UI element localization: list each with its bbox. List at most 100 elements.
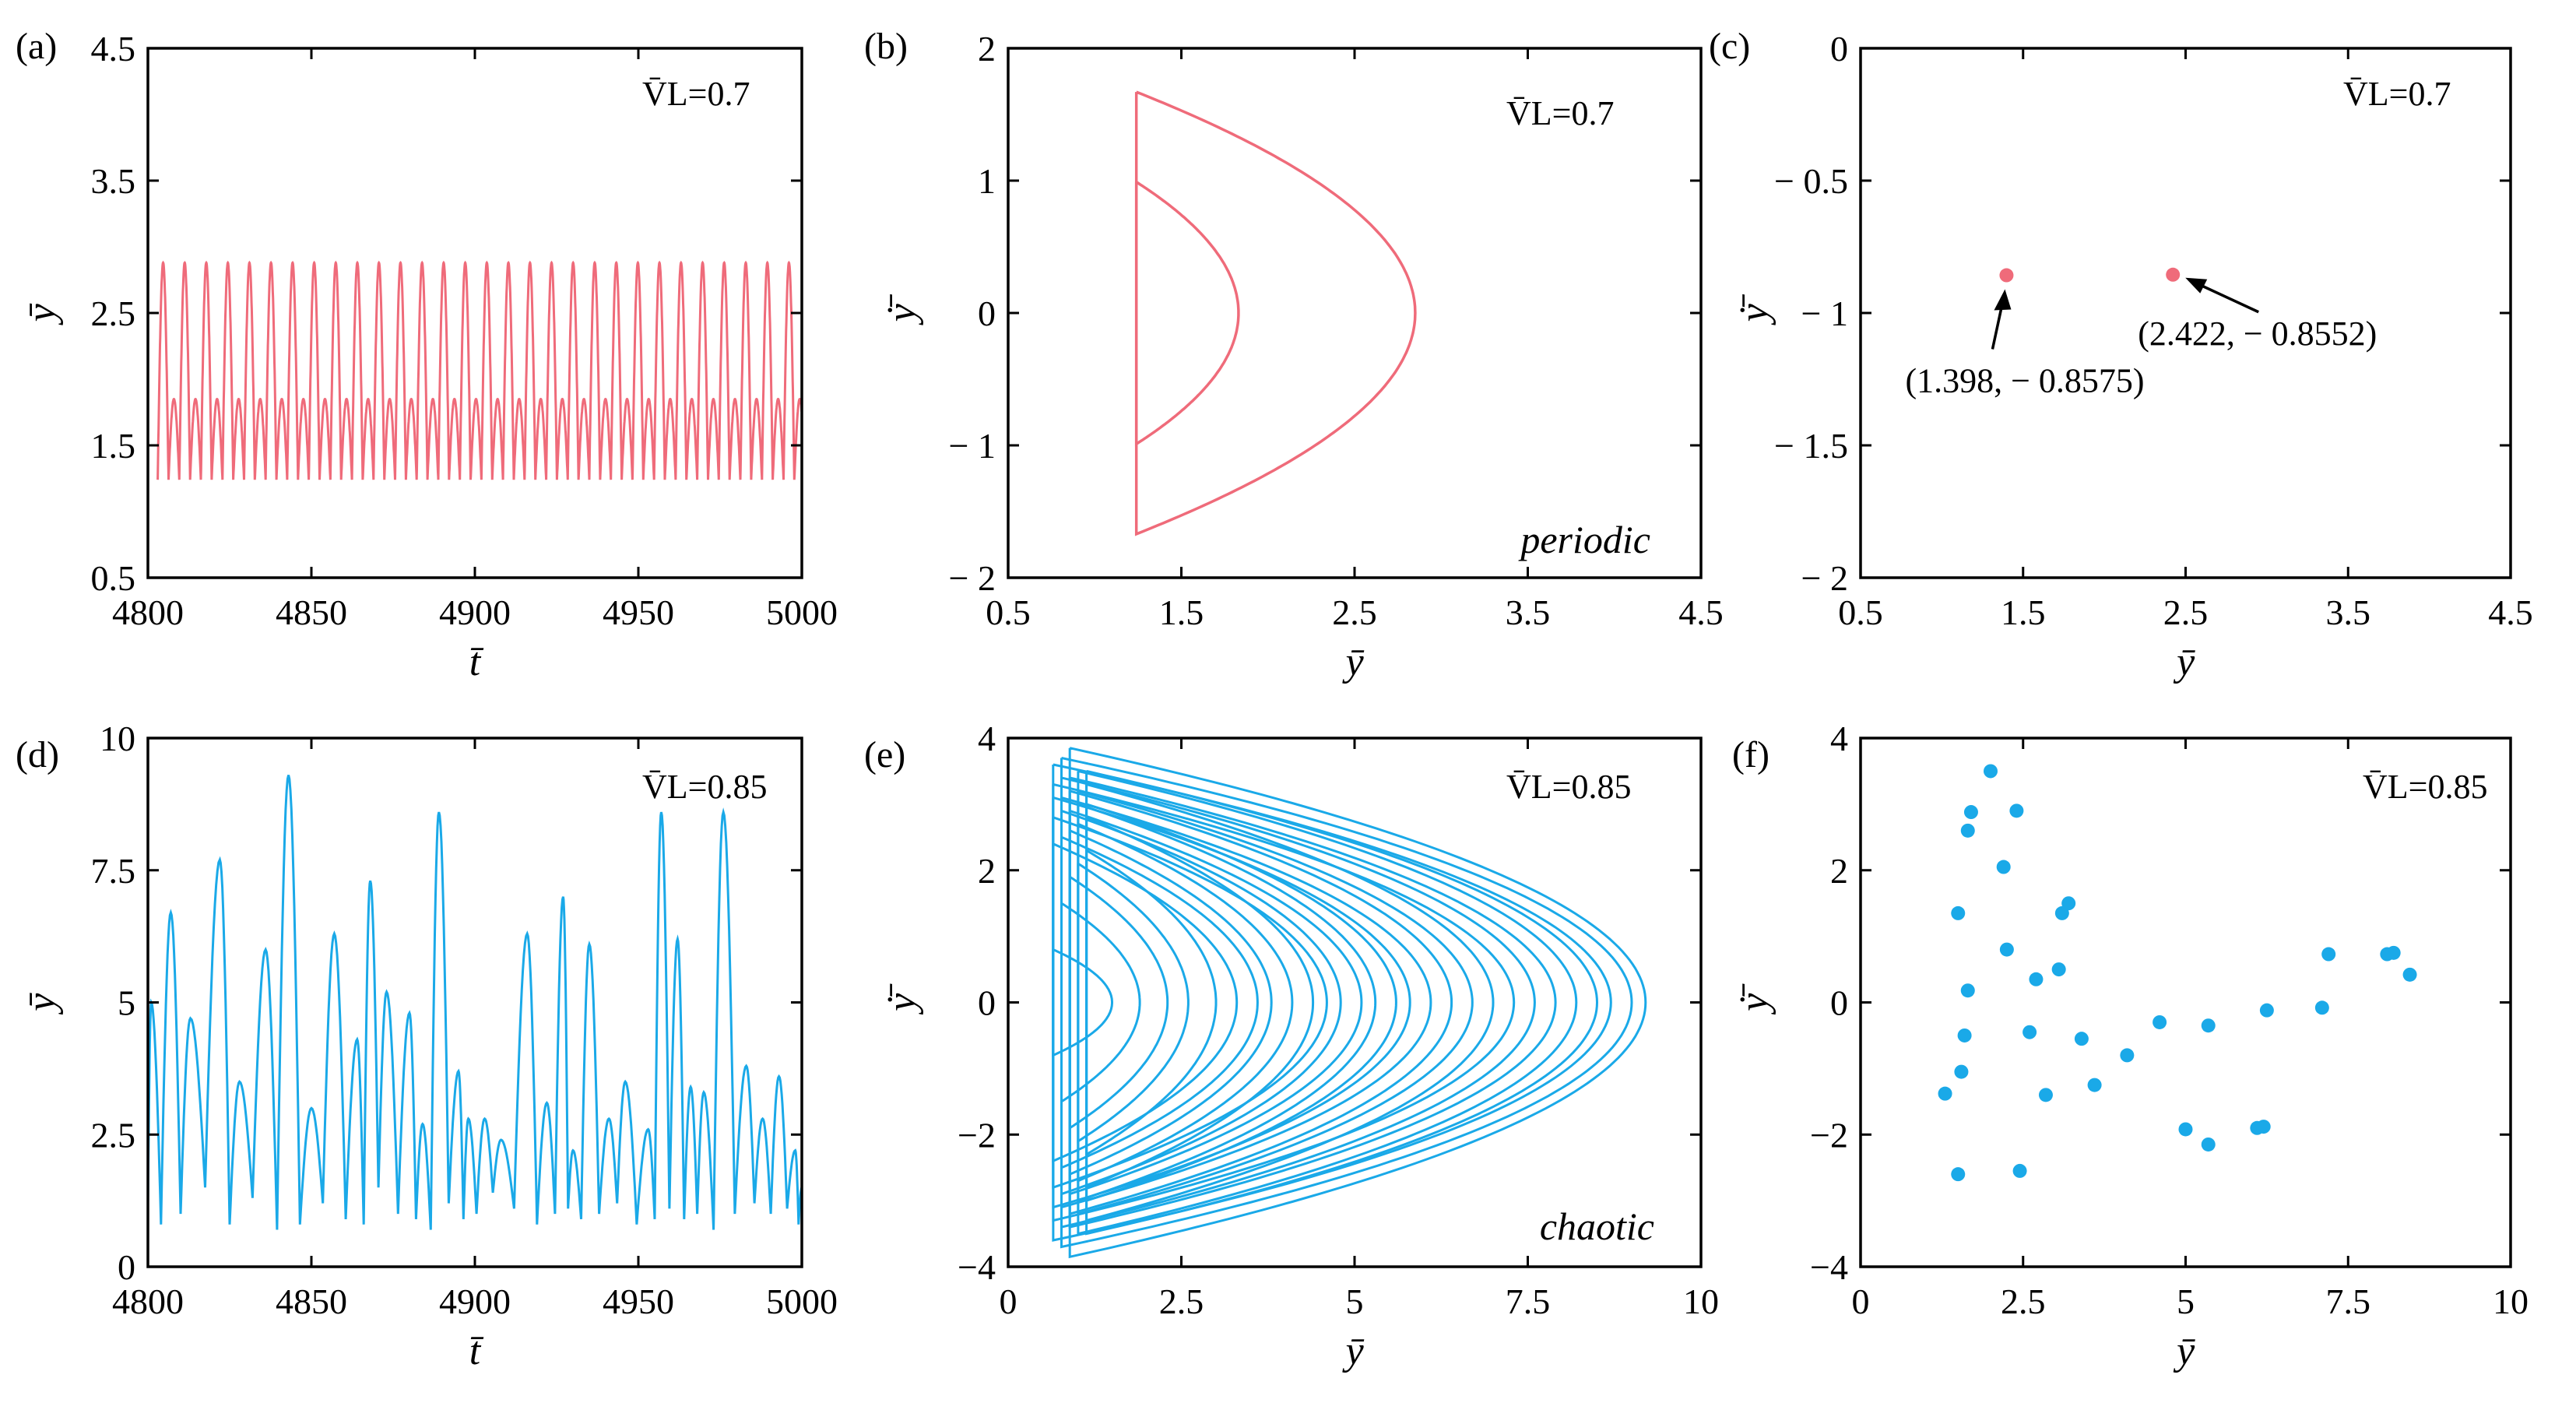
x-axis-label: t̄ bbox=[469, 1329, 484, 1373]
x-axis-label: ȳ bbox=[1341, 1329, 1364, 1373]
x-tick-label: 4950 bbox=[603, 592, 674, 632]
x-tick-label: 3.5 bbox=[2326, 592, 2371, 632]
x-tick-label: 2.5 bbox=[1159, 1282, 1204, 1321]
orbit-line bbox=[1077, 789, 1474, 1216]
y-tick-label: 3.5 bbox=[91, 161, 136, 201]
y-tick-label: 5 bbox=[118, 983, 135, 1023]
arrow-head bbox=[2185, 277, 2208, 294]
poincare-point bbox=[2074, 1032, 2089, 1046]
poincare-point bbox=[1999, 268, 2014, 283]
poincare-point bbox=[2201, 1137, 2216, 1152]
y-tick-label: 0 bbox=[118, 1247, 135, 1287]
poincare-point bbox=[2256, 1120, 2271, 1134]
plot-area bbox=[1134, 90, 1417, 536]
regime-label: chaotic bbox=[1540, 1204, 1654, 1248]
axes-frame bbox=[1007, 737, 1703, 1268]
y-tick-label: 2.5 bbox=[91, 1115, 136, 1155]
orbit-line bbox=[1052, 816, 1328, 1190]
y-tick-label: 0 bbox=[1830, 29, 1848, 69]
x-tick-label: 0 bbox=[1852, 1282, 1870, 1321]
x-axis-label: ȳ bbox=[2173, 640, 2195, 684]
x-tick-label: 4850 bbox=[276, 1282, 347, 1321]
legend-text: V̄L=0.85 bbox=[1506, 768, 1631, 806]
orbit-line bbox=[1052, 763, 1612, 1242]
orbit-line bbox=[1060, 776, 1536, 1229]
x-tick-label: 3.5 bbox=[1506, 592, 1551, 632]
orbit-line bbox=[1068, 875, 1169, 1130]
orbit-line bbox=[1052, 796, 1411, 1209]
orbit-line bbox=[1060, 757, 1633, 1249]
y-axis-label: ȳ bbox=[19, 993, 64, 1015]
poincare-point bbox=[2402, 967, 2417, 982]
poincare-point bbox=[1996, 860, 2011, 874]
y-tick-label: − 1.5 bbox=[1774, 426, 1848, 466]
panel-label: (b) bbox=[864, 26, 908, 67]
x-tick-label: 0.5 bbox=[986, 592, 1031, 632]
y-tick-label: 1 bbox=[978, 161, 996, 201]
poincare-point bbox=[2166, 267, 2181, 282]
x-tick-label: 4800 bbox=[112, 1282, 184, 1321]
poincare-point bbox=[1951, 905, 1966, 920]
x-tick-label: 1.5 bbox=[1159, 592, 1204, 632]
poincare-point bbox=[2321, 947, 2336, 962]
legend-text: V̄L=0.85 bbox=[2363, 768, 2487, 806]
x-tick-label: 0.5 bbox=[1838, 592, 1883, 632]
y-tick-label: −4 bbox=[958, 1247, 996, 1287]
orbit-line bbox=[1068, 789, 1453, 1216]
arrow-line bbox=[2194, 281, 2259, 314]
poincare-point bbox=[2178, 1122, 2193, 1137]
orbit-line bbox=[1134, 181, 1240, 447]
orbit-line bbox=[1052, 782, 1516, 1222]
axes-frame bbox=[1859, 47, 2512, 579]
x-tick-label: 0 bbox=[1000, 1282, 1017, 1321]
legend-text: V̄L=0.7 bbox=[1506, 94, 1614, 132]
poincare-point bbox=[2314, 1000, 2329, 1015]
poincare-point bbox=[2051, 962, 2066, 977]
orbit-line bbox=[1060, 809, 1342, 1196]
panel-a: 4800 4850 4900 4950 5000 0.5 1.5 2.5 3.5 4.5 t̄ ȳ (a… bbox=[16, 26, 838, 684]
orbit-line bbox=[1052, 842, 1239, 1163]
axes-frame bbox=[146, 737, 803, 1268]
y-axis-label: ẏ̄ bbox=[880, 294, 924, 325]
orbit-line bbox=[1134, 90, 1417, 536]
orbit-line bbox=[1068, 747, 1647, 1259]
x-tick-label: 2.5 bbox=[2001, 1282, 2046, 1321]
poincare-point bbox=[2153, 1014, 2167, 1029]
y-tick-label: −4 bbox=[1810, 1247, 1848, 1287]
poincare-point bbox=[2029, 972, 2044, 986]
poincare-point bbox=[2120, 1048, 2135, 1063]
x-axis-label: t̄ bbox=[469, 640, 484, 684]
panel-e: 0 2.5 5 7.5 10 4 2 0 −2 −4 ȳ ẏ̄ (e) V̄L=0.85 chaotic bbox=[864, 719, 1719, 1373]
y-tick-label: 0 bbox=[978, 983, 996, 1023]
axes-frame bbox=[1859, 737, 2512, 1268]
y-tick-label: 2.5 bbox=[91, 294, 136, 333]
x-tick-label: 7.5 bbox=[2326, 1282, 2371, 1321]
panel-b: 0.5 1.5 2.5 3.5 4.5 2 1 0 − 1 − 2 ȳ ẏ̄ (b) V̄L=0.7 per… bbox=[864, 26, 1724, 684]
x-tick-label: 4.5 bbox=[1678, 592, 1724, 632]
axes-frame bbox=[146, 47, 803, 579]
series-line bbox=[156, 260, 802, 480]
x-tick-label: 10 bbox=[2493, 1282, 2529, 1321]
poincare-point bbox=[1963, 805, 1978, 820]
x-tick-label: 4.5 bbox=[2488, 592, 2533, 632]
orbit-line bbox=[1077, 863, 1190, 1144]
poincare-point bbox=[1957, 1028, 1972, 1043]
panel-label: (a) bbox=[16, 26, 57, 67]
y-tick-label: 2 bbox=[1830, 851, 1848, 891]
y-axis-label: ẏ̄ bbox=[880, 983, 924, 1015]
y-axis-label: ẏ̄ bbox=[1732, 294, 1776, 325]
x-tick-label: 4850 bbox=[276, 592, 347, 632]
panel-label: (c) bbox=[1709, 26, 1750, 67]
y-tick-label: 4.5 bbox=[91, 29, 136, 69]
poincare-point bbox=[1960, 983, 1975, 998]
poincare-point bbox=[2054, 905, 2069, 920]
panel-c: 0.5 1.5 2.5 3.5 4.5 0 − 0.5 − 1 − 1.5 − 2 ȳ ẏ̄ (c) V̄… bbox=[1709, 26, 2533, 684]
poincare-point bbox=[1984, 764, 1998, 779]
point-annotation: (1.398, − 0.8575) bbox=[1905, 362, 2144, 400]
y-axis-label: ȳ bbox=[19, 304, 64, 326]
point-annotation: (2.422, − 0.8552) bbox=[2138, 315, 2377, 353]
poincare-point bbox=[2012, 1163, 2027, 1178]
y-tick-label: 1.5 bbox=[91, 426, 136, 466]
x-tick-label: 1.5 bbox=[2001, 592, 2046, 632]
y-tick-label: −2 bbox=[1810, 1115, 1848, 1155]
